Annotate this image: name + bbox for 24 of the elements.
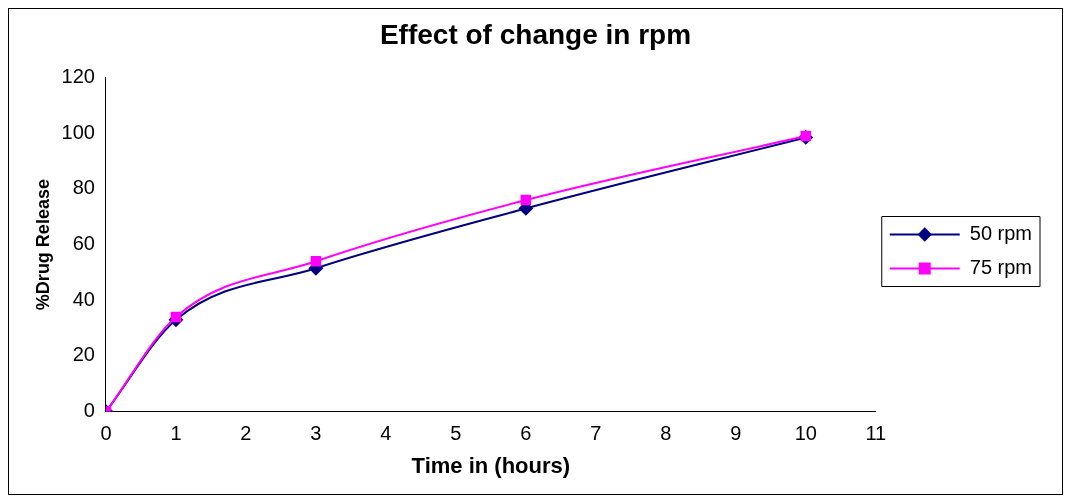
x-tick-label: 4: [380, 422, 392, 445]
y-tick-label: 100: [61, 120, 95, 143]
x-tick-label: 9: [730, 422, 742, 445]
x-tick-label: 2: [240, 422, 252, 445]
x-tick-label: 0: [100, 422, 112, 445]
y-tick-label: 40: [72, 287, 95, 310]
x-tick-label: 7: [590, 422, 602, 445]
x-tick-label: 11: [865, 422, 887, 445]
x-axis-title: Time in (hours): [411, 452, 571, 478]
y-tick-label: 120: [61, 65, 95, 88]
legend-label: 75 rpm: [969, 256, 1032, 279]
x-tick-label: 10: [794, 422, 817, 445]
y-tick-label: 20: [72, 343, 95, 366]
chart-title: Effect of change in rpm: [379, 18, 692, 50]
x-tick-label: 6: [520, 422, 532, 445]
x-tick-label: 3: [310, 422, 322, 445]
x-tick-label: 1: [170, 422, 182, 445]
y-tick-label: 80: [72, 176, 95, 199]
y-axis-title: %Drug Release: [32, 179, 53, 311]
y-tick-label: 0: [83, 399, 95, 422]
legend-label: 50 rpm: [969, 222, 1032, 245]
x-tick-label: 5: [450, 422, 462, 445]
x-tick-label: 8: [660, 422, 672, 445]
y-tick-label: 60: [72, 232, 95, 255]
